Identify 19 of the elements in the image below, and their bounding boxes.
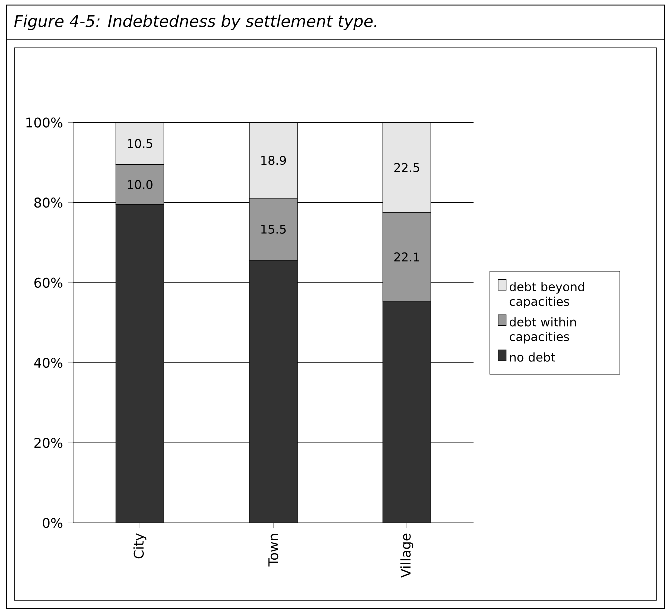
legend-label: debt beyond capacities [510,282,584,309]
data-label: 18.9 [262,156,286,166]
y-tick-label: 80% [34,198,63,208]
x-tick-label: Village [400,534,414,578]
data-label: 15.5 [262,225,286,234]
y-tick-label: 100% [26,118,63,128]
legend-label: no debt [510,352,556,362]
legend-label: debt within capacities [510,317,576,344]
y-tick-label: 20% [34,438,63,448]
data-label: 22.1 [394,252,420,262]
data-label: 22.5 [394,163,420,172]
y-tick-label: 60% [34,278,63,288]
x-tick-label: City [134,534,147,559]
x-tick-label: Town [268,534,279,567]
y-tick-label: 0% [43,518,63,528]
chart-title: Figure 4-5: Indebtedness by settlement type. [14,14,377,30]
data-label: 10.5 [128,139,152,148]
y-tick-label: 40% [34,358,63,368]
data-label: 10.0 [128,180,153,190]
